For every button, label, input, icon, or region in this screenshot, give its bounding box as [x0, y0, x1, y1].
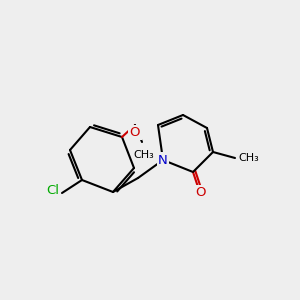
Text: Cl: Cl	[46, 184, 59, 197]
Text: O: O	[195, 187, 205, 200]
Text: CH₃: CH₃	[134, 150, 154, 160]
Text: O: O	[130, 126, 140, 139]
Text: N: N	[158, 154, 168, 166]
Text: CH₃: CH₃	[238, 153, 259, 163]
